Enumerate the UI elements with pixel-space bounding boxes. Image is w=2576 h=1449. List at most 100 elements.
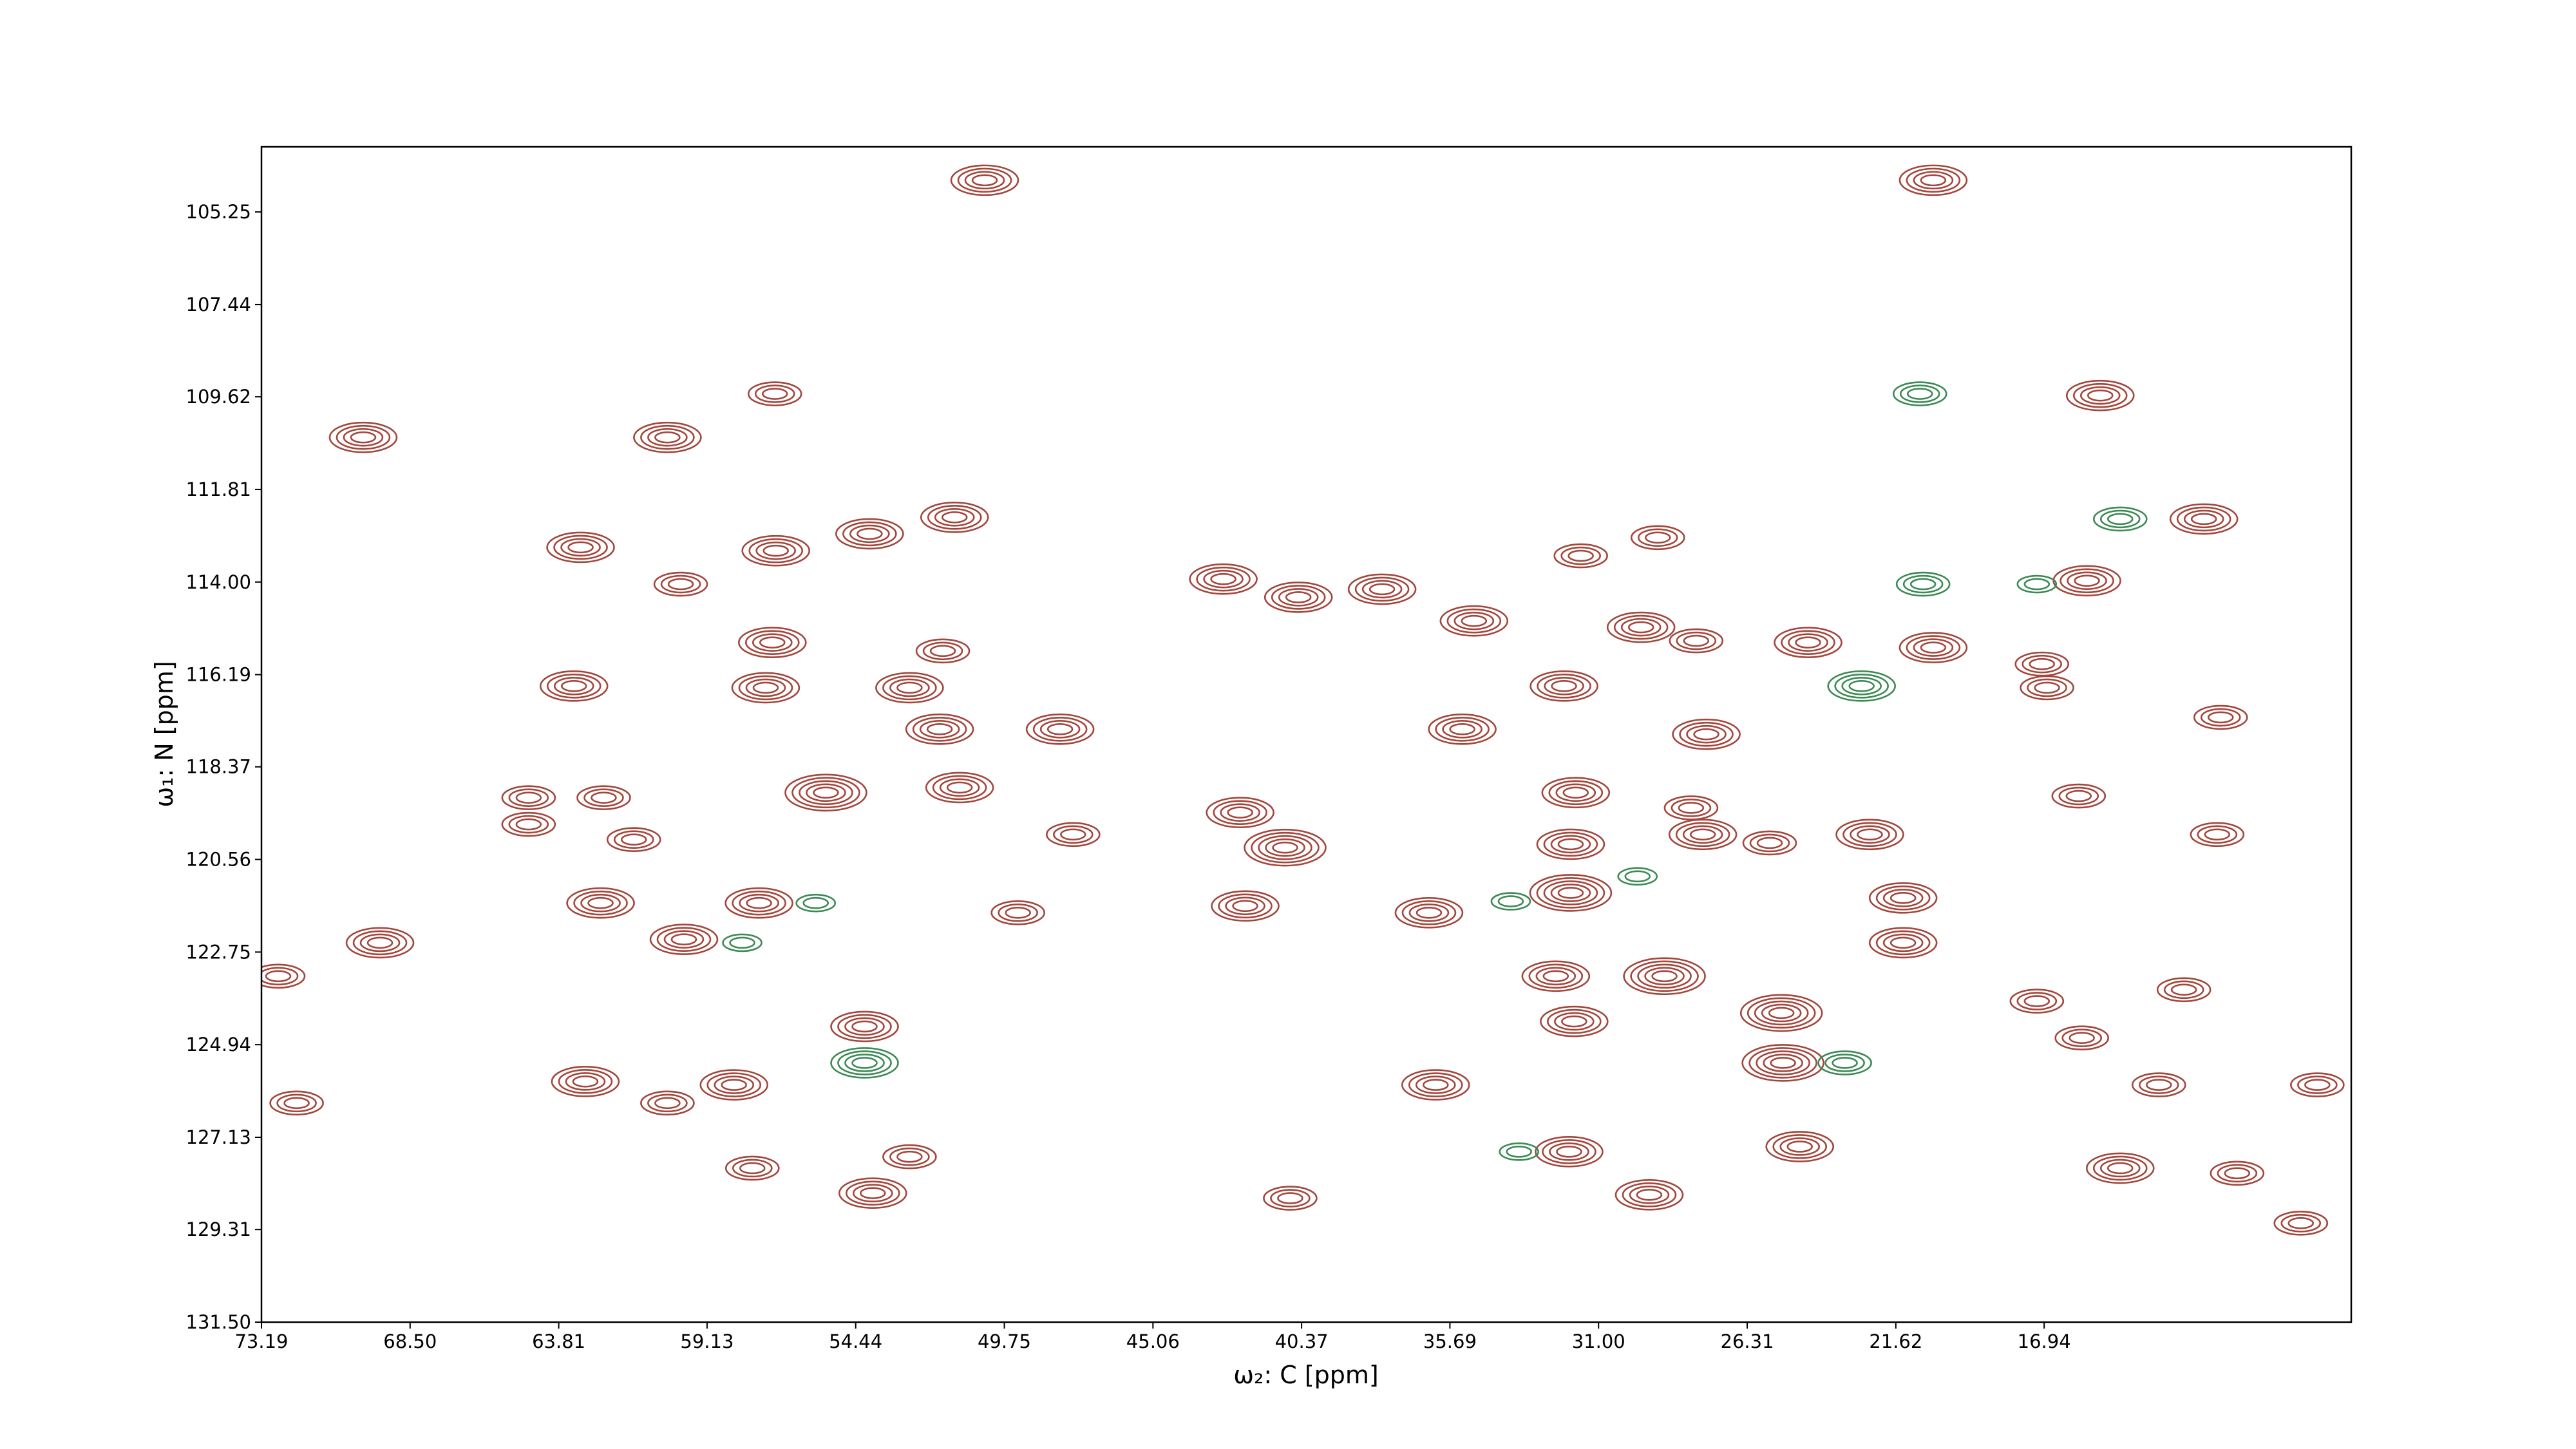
contour-level <box>1401 1069 1470 1101</box>
contour-level <box>2085 1152 2155 1184</box>
contour-level <box>1841 677 1882 696</box>
contour-level <box>359 933 401 952</box>
contour-level <box>2273 1211 2329 1236</box>
contour-level <box>699 1069 769 1101</box>
contour-level <box>2169 503 2239 535</box>
x-tick-label: 59.13 <box>680 1331 734 1352</box>
contour-level <box>1817 1050 1872 1075</box>
y-tick-label: 122.75 <box>186 941 251 963</box>
peak <box>2020 675 2074 701</box>
contour-level <box>1834 674 1889 699</box>
contour-level <box>515 818 542 831</box>
contour-level <box>1613 614 1669 640</box>
contour-level <box>1422 1079 1449 1091</box>
contour-level <box>732 1159 773 1178</box>
peak <box>2054 1025 2110 1050</box>
contour-level <box>1636 1189 1663 1201</box>
contour-level <box>1461 614 1488 627</box>
contour-level <box>1497 895 1524 907</box>
contour-level <box>1889 936 1917 949</box>
contour-level <box>1490 892 1531 911</box>
peak <box>1401 1069 1470 1101</box>
contour-level <box>2183 509 2224 529</box>
contour-level <box>1906 635 1961 660</box>
peak <box>1868 927 1938 959</box>
contour-level <box>1868 882 1938 914</box>
contour-level <box>613 830 654 849</box>
peak <box>1630 525 1685 551</box>
peak <box>722 933 762 952</box>
contour-level <box>2067 571 2107 591</box>
peak <box>1211 890 1280 922</box>
contour-level <box>2210 1160 2265 1186</box>
contour-level <box>852 1184 893 1203</box>
contour-level <box>2170 983 2197 996</box>
contour-level <box>806 783 846 802</box>
contour-level <box>343 428 384 447</box>
contour-level <box>649 923 719 955</box>
contour-level <box>1772 1134 1828 1159</box>
contour-level <box>1544 677 1584 696</box>
contour-level <box>1278 588 1319 607</box>
contour-level <box>752 681 779 694</box>
contour-level <box>1857 828 1883 841</box>
peak <box>875 672 944 704</box>
contour-level <box>2065 379 2135 412</box>
contour-level <box>1906 388 1933 400</box>
contour-level <box>1529 874 1613 912</box>
contour-level <box>2069 1032 2096 1044</box>
contour-level <box>830 1047 899 1079</box>
peak <box>1541 777 1611 809</box>
contour-level <box>1258 835 1312 860</box>
contour-level <box>2163 980 2204 999</box>
contour-level <box>576 785 631 810</box>
contour-level <box>572 1075 599 1088</box>
contour-level <box>896 1150 923 1163</box>
contour-level <box>2072 383 2128 408</box>
contour-level <box>1272 841 1298 854</box>
contour-level <box>2065 790 2092 802</box>
contour-level <box>345 927 415 959</box>
contour-level <box>932 775 987 800</box>
peak <box>1741 1044 1824 1082</box>
contour-level <box>546 674 601 699</box>
contour-level <box>990 900 1045 925</box>
contour-level <box>1039 719 1081 739</box>
contour-level <box>1535 967 1577 986</box>
contour-level <box>1265 838 1305 857</box>
contour-level <box>1761 1003 1802 1023</box>
contour-level <box>1895 571 1951 597</box>
contour-level <box>553 535 608 560</box>
contour-level <box>633 421 702 453</box>
contour-level <box>950 164 1019 196</box>
contour-level <box>1543 831 1598 857</box>
contour-level <box>1401 900 1457 925</box>
contour-level <box>1530 670 1598 702</box>
peak <box>724 887 793 919</box>
contour-level <box>754 384 795 403</box>
contour-level <box>1615 1179 1684 1211</box>
peak <box>2016 574 2058 594</box>
contour-level <box>640 1090 695 1116</box>
contour-level <box>915 638 971 664</box>
contour-level <box>929 645 956 658</box>
peak <box>784 773 867 812</box>
peak <box>2014 651 2069 677</box>
contour-level <box>2176 506 2231 532</box>
contour-level <box>2107 513 2134 526</box>
y-tick-label: 116.19 <box>186 664 251 686</box>
contour-level <box>566 887 635 919</box>
peak <box>2131 1072 2186 1097</box>
contour-level <box>1025 713 1095 745</box>
contour-level <box>1899 632 1968 663</box>
peak <box>1439 605 1509 637</box>
x-tick-label: 73.19 <box>234 1331 288 1352</box>
contour-level <box>1053 825 1094 844</box>
contour-level <box>1550 835 1591 854</box>
contour-level <box>2027 678 2067 697</box>
peak <box>1264 582 1333 613</box>
contour-level <box>508 815 549 834</box>
contour-level <box>620 833 647 846</box>
peak <box>1623 957 1706 996</box>
x-tick-label: 35.69 <box>1423 1331 1477 1352</box>
